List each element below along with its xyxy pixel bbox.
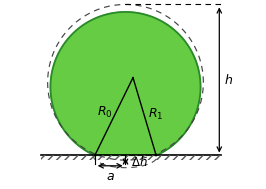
Text: $\Delta h$: $\Delta h$ <box>131 155 148 169</box>
Bar <box>41 156 221 160</box>
Text: $a$: $a$ <box>106 170 115 184</box>
Polygon shape <box>51 12 201 156</box>
Text: $R_1$: $R_1$ <box>148 107 164 122</box>
Text: $R_0$: $R_0$ <box>97 105 112 120</box>
Text: $h$: $h$ <box>224 73 233 87</box>
